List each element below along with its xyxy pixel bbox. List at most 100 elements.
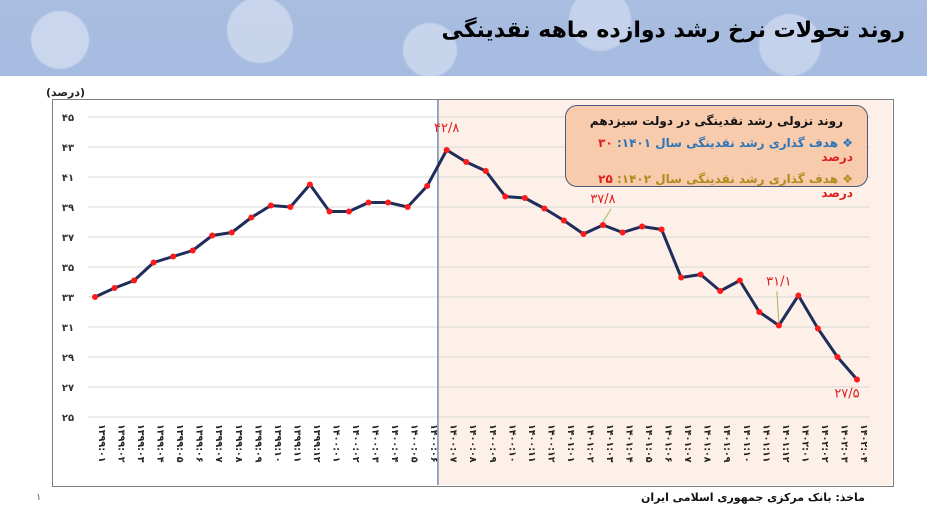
x-tick-label: ۱۴۰۲:۰۱ (799, 424, 810, 463)
y-tick-label: ۳۹ (62, 203, 74, 214)
data-point (248, 214, 255, 221)
y-axis-unit-label: (درصد) (46, 86, 86, 99)
x-tick-label: ۱۴۰۲:۰۴ (858, 424, 869, 463)
source-note: ماخذ: بانک مرکزی جمهوری اسلامی ایران (640, 491, 865, 504)
x-tick-label: ۱۳۹۹:۰۵ (174, 424, 185, 463)
x-tick-label: ۱۴۰۱:۱۲ (780, 424, 791, 463)
y-tick-label: ۳۳ (62, 293, 74, 304)
x-tick-label: ۱۴۰۰:۱۲ (545, 424, 556, 463)
x-tick-label: ۱۳۹۹:۰۸ (233, 424, 244, 463)
page-title: روند تحولات نرخ رشد دوازده ماهه نقدینگی (441, 18, 906, 43)
x-tick-label: ۱۴۰۰:۰۵ (409, 424, 420, 463)
x-tick-label: ۱۴۰۱:۰۳ (604, 424, 615, 463)
data-label: ۴۲/۸ (434, 121, 459, 136)
x-tick-label: ۱۴۰۲:۰۳ (838, 424, 849, 463)
x-tick-label: ۱۳۹۹:۰۲ (116, 424, 127, 463)
x-tick-label: ۱۳۹۹:۱۱ (291, 424, 302, 463)
legend-title: روند نزولی رشد نقدینگی در دولت سیزدهم (589, 114, 844, 128)
x-tick-label: ۱۴۰۰:۰۷ (448, 424, 459, 463)
data-point (502, 193, 509, 200)
x-tick-label: ۱۴۰۱:۰۹ (721, 424, 732, 463)
data-point (228, 229, 235, 236)
x-tick-label: ۱۴۰۲:۰۲ (819, 424, 830, 463)
x-tick-label: ۱۴۰۱:۰۶ (663, 424, 674, 463)
data-point (658, 226, 665, 233)
data-point (639, 223, 646, 230)
data-point (619, 229, 626, 236)
data-point (697, 271, 704, 278)
x-tick-label: ۱۴۰۱:۰۷ (682, 424, 693, 463)
data-point (209, 232, 216, 239)
data-point (170, 253, 177, 260)
data-point (111, 285, 118, 291)
x-tick-label: ۱۴۰۰:۰۶ (428, 424, 439, 463)
x-tick-label: ۱۴۰۱:۰۵ (643, 424, 654, 463)
y-tick-label: ۲۹ (62, 353, 74, 364)
x-tick-label: ۱۴۰۱:۰۸ (702, 424, 713, 463)
data-point (385, 199, 392, 206)
x-tick-label: ۱۴۰۰:۰۲ (350, 424, 361, 463)
y-tick-label: ۳۷ (62, 233, 74, 244)
data-point (795, 292, 802, 299)
data-point (580, 231, 587, 237)
data-point (424, 183, 431, 189)
data-point (131, 277, 138, 284)
data-point (834, 354, 841, 360)
data-point (443, 147, 450, 153)
x-tick-label: ۱۳۹۹:۰۹ (252, 424, 263, 463)
x-tick-label: ۱۴۰۰:۰۹ (487, 424, 498, 463)
data-point (189, 247, 196, 254)
x-tick-label: ۱۳۹۹:۰۳ (135, 424, 146, 463)
data-point (678, 274, 685, 281)
x-tick-label: ۱۳۹۹:۰۱ (96, 424, 107, 463)
data-label: ۳۷/۸ (590, 192, 615, 207)
data-point (326, 208, 333, 215)
data-point (541, 205, 548, 212)
legend-item-1402: ❖ هدف گذاری رشد نقدینگی سال ۱۴۰۲: ۲۵ درص… (598, 172, 853, 200)
data-label: ۲۷/۵ (834, 387, 859, 402)
x-tick-label: ۱۳۹۹:۰۶ (194, 424, 205, 463)
x-tick-label: ۱۴۰۰:۰۸ (467, 424, 478, 463)
data-point (150, 259, 157, 266)
data-line (94, 148, 859, 381)
x-tick-label: ۱۴۰۰:۰۳ (370, 424, 381, 463)
x-tick-label: ۱۴۰۰:۰۱ (330, 424, 341, 463)
data-point (365, 199, 372, 206)
x-tick-label: ۱۴۰۱:۰۱ (565, 424, 576, 463)
data-point (92, 294, 98, 300)
x-tick-label: ۱۳۹۹:۱۰ (272, 424, 283, 463)
x-tick-label: ۱۴۰۰:۱۱ (526, 424, 537, 463)
page-number: ۱ (36, 492, 42, 503)
data-point (463, 159, 470, 165)
y-tick-label: ۳۱ (62, 323, 74, 334)
y-tick-label: ۴۵ (62, 113, 74, 124)
data-point (854, 376, 860, 383)
diamond-bullet-icon: ❖ (842, 172, 853, 186)
data-point (267, 202, 274, 209)
data-point (521, 195, 528, 201)
x-tick-label: ۱۴۰۱:۱۰ (741, 424, 752, 463)
x-tick-label: ۱۴۰۱:۰۴ (624, 424, 635, 463)
y-tick-label: ۴۱ (62, 173, 74, 184)
header-banner: روند تحولات نرخ رشد دوازده ماهه نقدینگی (0, 0, 927, 76)
data-point (814, 325, 821, 332)
x-tick-label: ۱۴۰۰:۰۴ (389, 424, 400, 463)
data-point (736, 277, 743, 284)
data-point (482, 168, 489, 174)
data-point (775, 322, 782, 329)
legend-item-1401: ❖ هدف گذاری رشد نقدینگی سال ۱۴۰۱: ۳۰ درص… (598, 136, 853, 164)
y-tick-label: ۲۷ (62, 383, 74, 394)
y-tick-label: ۲۵ (62, 413, 74, 424)
data-point (560, 217, 567, 224)
y-tick-label: ۴۳ (62, 143, 74, 154)
x-tick-label: ۱۴۰۱:۱۱ (760, 424, 771, 463)
diamond-bullet-icon: ❖ (842, 136, 853, 150)
x-tick-label: ۱۳۹۹:۱۲ (311, 424, 322, 463)
x-tick-label: ۱۳۹۹:۰۴ (155, 424, 166, 463)
x-tick-label: ۱۴۰۱:۰۲ (584, 424, 595, 463)
data-point (346, 208, 352, 215)
data-point (404, 204, 411, 210)
data-point (600, 222, 606, 228)
y-tick-label: ۳۵ (62, 263, 74, 274)
